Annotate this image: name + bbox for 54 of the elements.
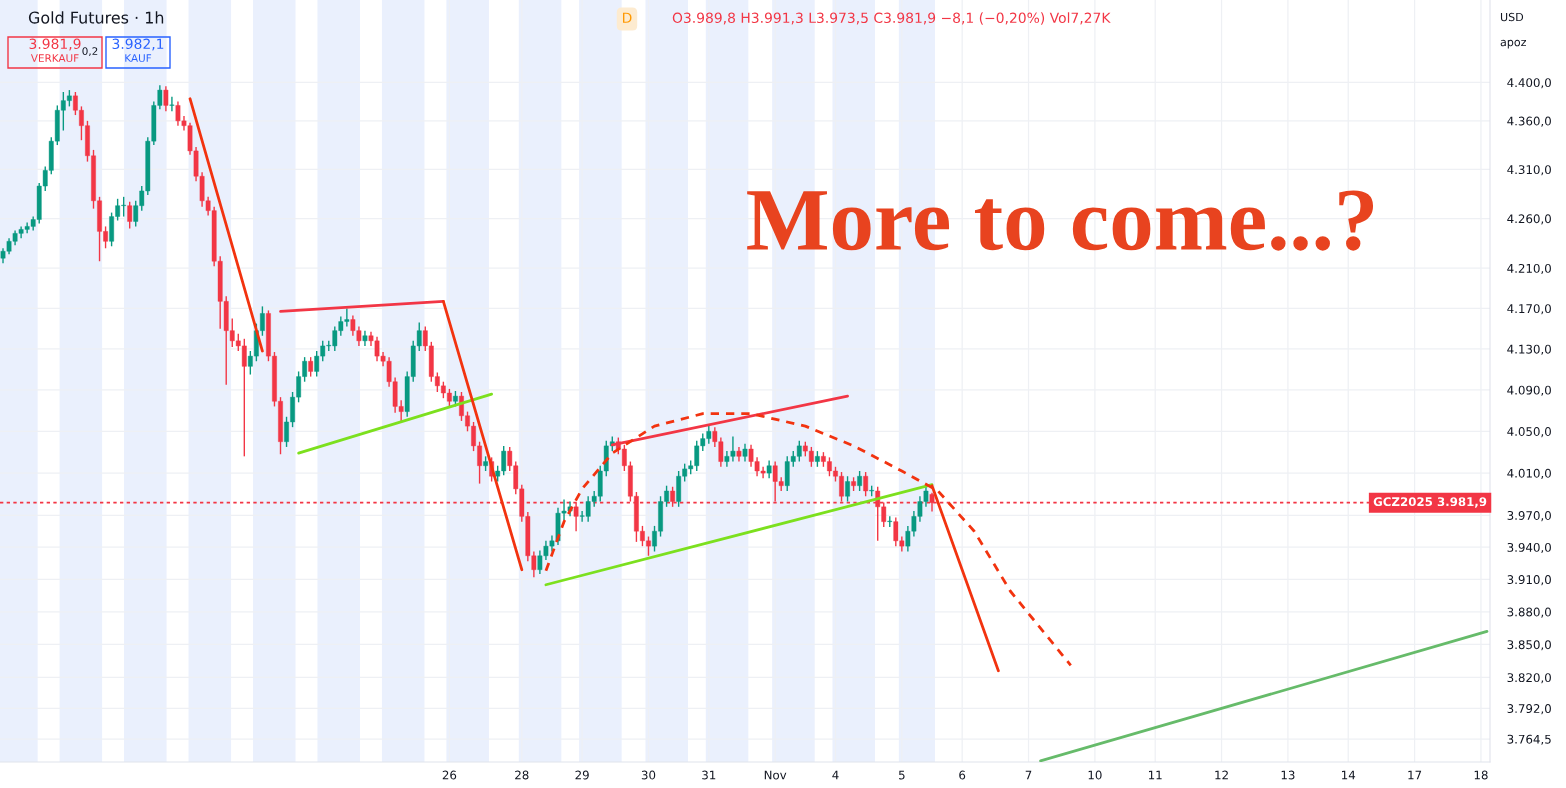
candlestick bbox=[127, 201, 133, 230]
x-tick-label: 13 bbox=[1281, 770, 1295, 780]
y-tick-label: 4.170,0 bbox=[1507, 304, 1551, 315]
annotation: D bbox=[623, 12, 632, 23]
annotation: 3.981,9 bbox=[29, 38, 81, 51]
y-tick-label: 3.792,0 bbox=[1507, 704, 1551, 715]
candlestick bbox=[857, 470, 862, 492]
annotation: O3.989,8 H3.991,3 L3.973,5 C3.981,9 −8,1 (−0,20%) Vol7,27K bbox=[672, 12, 1111, 25]
x-tick-label: 12 bbox=[1215, 770, 1228, 780]
y-tick-label: 3.850,0 bbox=[1507, 640, 1551, 651]
y-tick-label: 3.764,5 bbox=[1507, 734, 1551, 745]
y-tick-label: 3.910,0 bbox=[1507, 575, 1551, 586]
x-tick-label: 14 bbox=[1342, 770, 1356, 780]
y-tick-label: 3.970,0 bbox=[1507, 511, 1551, 522]
annotation: KAUF bbox=[125, 54, 152, 63]
candlestick bbox=[169, 96, 175, 112]
y-tick-label: 4.010,0 bbox=[1507, 468, 1551, 479]
ref-line-label: GCZ2025 3.981,9 bbox=[1373, 497, 1487, 508]
candlestick bbox=[845, 475, 850, 503]
x-tick-label: 6 bbox=[959, 770, 966, 780]
annotation: 0,2 bbox=[82, 47, 98, 57]
x-tick-label: 10 bbox=[1088, 770, 1102, 780]
x-tick-label: 30 bbox=[641, 770, 656, 780]
x-tick-label: 26 bbox=[442, 770, 457, 780]
x-tick-label: 29 bbox=[575, 770, 589, 780]
x-tick-label: 5 bbox=[899, 770, 905, 780]
y-tick-label: 4.090,0 bbox=[1507, 385, 1551, 396]
y-tick-label: 3.820,0 bbox=[1507, 673, 1551, 684]
x-tick-label: 18 bbox=[1474, 770, 1488, 780]
y-tick-label: 4.050,0 bbox=[1507, 427, 1551, 438]
y-tick-label: 4.360,0 bbox=[1507, 116, 1551, 127]
candlestick bbox=[863, 471, 869, 497]
x-tick-label: 7 bbox=[1025, 770, 1032, 780]
x-tick-label: 17 bbox=[1408, 770, 1422, 780]
candlestick bbox=[308, 356, 314, 378]
x-tick-label: Nov bbox=[764, 770, 787, 780]
y-tick-label: 4.210,0 bbox=[1507, 263, 1551, 275]
x-tick-label: 31 bbox=[702, 770, 716, 780]
annotation: VERKAUF bbox=[30, 54, 79, 63]
y-tick-label: 3.880,0 bbox=[1507, 607, 1551, 618]
annotation: More to come...? bbox=[747, 190, 1374, 251]
y-tick-label: 4.260,0 bbox=[1507, 214, 1551, 225]
text: Gold Futures · 1h bbox=[28, 11, 164, 24]
y-tick-label: 3.940,0 bbox=[1507, 542, 1551, 554]
x-tick-label: 4 bbox=[832, 770, 839, 780]
text: apoz bbox=[1500, 39, 1527, 49]
y-tick-label: 4.400,0 bbox=[1507, 78, 1551, 89]
x-tick-label: 28 bbox=[515, 770, 529, 780]
x-tick-label: 11 bbox=[1148, 770, 1162, 780]
text: USD bbox=[1500, 12, 1524, 22]
y-tick-label: 4.130,0 bbox=[1507, 344, 1551, 355]
annotation: 3.982,1 bbox=[112, 38, 164, 51]
y-tick-label: 4.310,0 bbox=[1507, 165, 1551, 176]
candlestick bbox=[163, 85, 169, 112]
